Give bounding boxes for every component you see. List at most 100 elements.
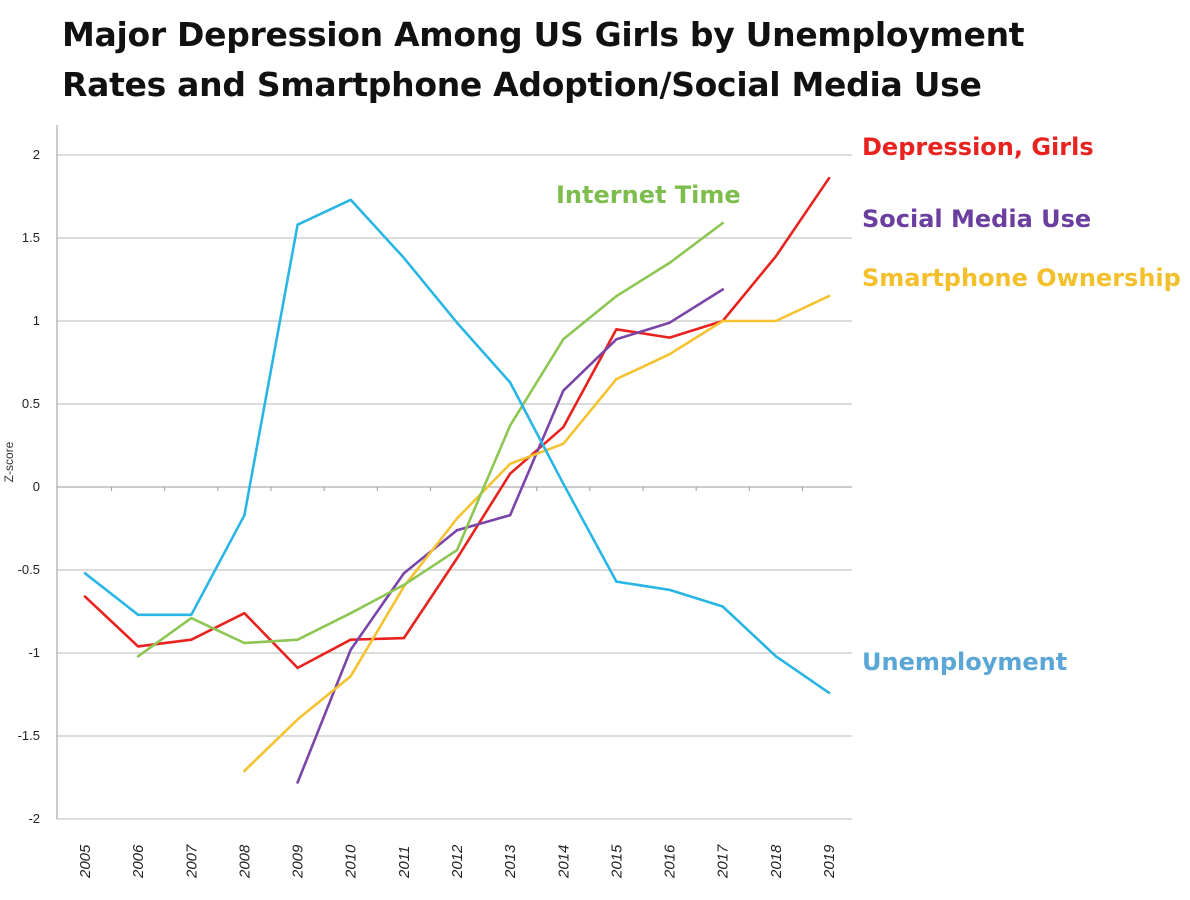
x-tick-label: 2012 — [449, 844, 466, 879]
series-unemployment — [83, 198, 831, 695]
series-internet-time — [136, 221, 724, 658]
chart-title-line-1: Major Depression Among US Girls by Unemp… — [62, 15, 1025, 54]
data-point-smartphone-ownership — [668, 353, 671, 356]
x-tick-label: 2016 — [662, 844, 679, 879]
y-tick-label: -1 — [28, 645, 40, 660]
data-point-internet-time — [402, 583, 406, 587]
series-depression-girls — [83, 176, 831, 670]
data-point-depression-girls — [827, 177, 831, 180]
y-tick-labels: 2 1.5 1 0.5 0 -0.5 -1 -1.5 -2 — [18, 147, 40, 826]
data-point-internet-time — [136, 655, 140, 658]
x-tick-label: 2005 — [77, 844, 94, 879]
x-tick-labels: 2005 2006 2007 2008 2009 2010 2011 2012 2013 2014… — [77, 844, 838, 879]
x-tick-label: 2009 — [290, 844, 307, 879]
data-point-smartphone-ownership — [562, 442, 565, 446]
data-point-depression-girls — [402, 636, 406, 640]
x-tick-label: 2018 — [768, 844, 785, 879]
data-point-social-media-use — [615, 338, 618, 341]
data-point-unemployment — [296, 223, 299, 226]
data-point-social-media-use — [296, 781, 299, 784]
x-tick-label: 2015 — [608, 844, 625, 879]
axes — [56, 125, 803, 819]
y-tick-label: 1 — [33, 313, 40, 328]
chart-title: Major Depression Among US Girls by Unemp… — [62, 10, 1062, 110]
x-tick-label: 2008 — [236, 844, 253, 879]
data-point-internet-time — [296, 638, 299, 641]
x-tick-label: 2007 — [183, 844, 200, 879]
data-point-social-media-use — [562, 389, 565, 392]
legend: Depression, Girls Social Media Use Smart… — [556, 133, 1181, 676]
y-axis-label: Z-score — [2, 441, 16, 482]
legend-internet-time: Internet Time — [556, 181, 741, 209]
series-line-smartphone-ownership — [243, 294, 831, 773]
data-point-unemployment — [562, 482, 565, 485]
y-tick-label: 2 — [33, 147, 40, 162]
data-point-smartphone-ownership — [615, 377, 618, 381]
data-point-smartphone-ownership — [721, 319, 724, 323]
x-tick-label: 2010 — [343, 844, 360, 879]
legend-unemployment: Unemployment — [862, 648, 1067, 676]
data-point-unemployment — [349, 198, 352, 202]
data-point-internet-time — [455, 548, 459, 552]
legend-smartphone-ownership: Smartphone Ownership — [862, 264, 1181, 292]
y-tick-label: -1.5 — [18, 728, 40, 743]
data-point-unemployment — [668, 588, 671, 592]
data-point-internet-time — [349, 611, 352, 615]
data-point-depression-girls — [349, 638, 352, 641]
legend-depression-girls: Depression, Girls — [862, 133, 1094, 161]
data-point-internet-time — [615, 294, 618, 298]
data-point-unemployment — [83, 572, 87, 575]
chart-title-line-2: Rates and Smartphone Adoption/Social Med… — [62, 65, 982, 104]
series-line-unemployment — [83, 198, 831, 695]
data-point-social-media-use — [668, 321, 671, 324]
data-point-depression-girls — [562, 426, 565, 429]
data-point-social-media-use — [349, 648, 352, 651]
data-point-unemployment — [721, 605, 724, 608]
data-point-internet-time — [243, 641, 246, 645]
data-point-unemployment — [455, 321, 459, 324]
data-point-depression-girls — [615, 328, 618, 331]
data-point-depression-girls — [668, 336, 671, 339]
data-point-depression-girls — [243, 611, 246, 615]
x-tick-label: 2014 — [555, 845, 572, 879]
y-tick-label: -0.5 — [18, 562, 40, 577]
data-point-unemployment — [243, 514, 246, 517]
data-point-social-media-use — [721, 288, 724, 291]
data-point-internet-time — [508, 424, 512, 427]
data-point-unemployment — [508, 381, 512, 384]
data-point-internet-time — [668, 261, 671, 265]
data-point-smartphone-ownership — [774, 319, 778, 323]
data-series — [83, 176, 831, 784]
series-smartphone-ownership — [243, 294, 831, 773]
data-point-unemployment — [190, 613, 193, 617]
data-point-internet-time — [562, 338, 565, 341]
series-line-social-media-use — [296, 288, 724, 784]
data-point-depression-girls — [455, 557, 459, 560]
y-tick-label: 1.5 — [22, 230, 40, 245]
series-line-depression-girls — [83, 176, 831, 670]
data-point-unemployment — [827, 691, 831, 695]
data-point-internet-time — [190, 616, 193, 620]
x-tick-label: 2013 — [502, 844, 519, 879]
data-point-unemployment — [774, 655, 778, 658]
data-point-social-media-use — [508, 514, 512, 517]
data-point-unemployment — [615, 580, 618, 583]
data-point-smartphone-ownership — [827, 294, 831, 298]
data-point-smartphone-ownership — [349, 675, 352, 678]
x-tick-label: 2019 — [821, 844, 838, 879]
data-point-social-media-use — [402, 572, 406, 575]
gridlines — [57, 154, 852, 820]
x-tick-label: 2006 — [130, 844, 147, 879]
data-point-depression-girls — [508, 472, 512, 475]
data-point-smartphone-ownership — [508, 462, 512, 465]
y-tick-label: 0 — [33, 479, 40, 494]
series-social-media-use — [296, 288, 724, 784]
data-point-depression-girls — [83, 595, 87, 598]
x-tick-label: 2017 — [715, 844, 732, 879]
data-point-unemployment — [136, 613, 140, 617]
data-point-smartphone-ownership — [296, 718, 299, 721]
data-point-depression-girls — [136, 645, 140, 648]
data-point-social-media-use — [455, 528, 459, 532]
y-tick-label: 0.5 — [22, 396, 40, 411]
